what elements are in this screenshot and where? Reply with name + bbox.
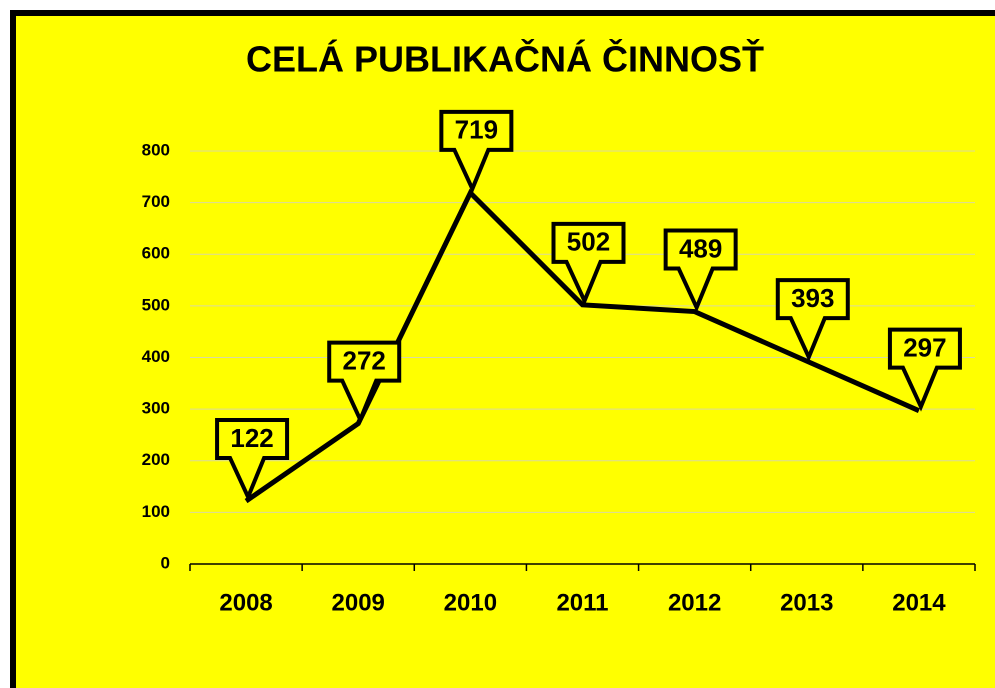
data-callout <box>663 228 738 313</box>
x-tick-label: 2008 <box>219 589 272 616</box>
data-label: 122 <box>230 423 273 453</box>
y-tick-label: 0 <box>161 553 170 572</box>
y-tick-label: 700 <box>142 192 170 211</box>
data-label: 502 <box>567 227 610 257</box>
data-label: 297 <box>903 333 946 363</box>
x-tick-label: 2012 <box>668 589 721 616</box>
data-callout <box>327 340 402 425</box>
x-tick-label: 2014 <box>892 589 946 616</box>
x-tick-label: 2009 <box>332 589 385 616</box>
chart-title: CELÁ PUBLIKAČNÁ ČINNOSŤ <box>246 38 764 80</box>
data-callout <box>775 278 850 363</box>
data-label: 719 <box>455 115 498 145</box>
y-tick-label: 100 <box>142 502 170 521</box>
data-label: 489 <box>679 233 722 263</box>
x-tick-label: 2013 <box>780 589 833 616</box>
x-tick-label: 2011 <box>556 589 608 616</box>
y-tick-label: 800 <box>142 140 170 159</box>
data-label: 272 <box>343 345 386 375</box>
y-tick-label: 400 <box>142 347 170 366</box>
y-tick-label: 200 <box>142 450 170 469</box>
line <box>244 188 920 504</box>
y-tick-label: 500 <box>142 295 170 314</box>
data-callout <box>215 418 290 503</box>
x-tick-label: 2010 <box>444 589 497 616</box>
y-tick-label: 300 <box>142 399 170 418</box>
data-callout <box>439 109 514 194</box>
y-tick-label: 600 <box>142 244 170 263</box>
data-label: 393 <box>791 283 834 313</box>
data-callout <box>887 327 962 412</box>
data-callout <box>551 221 626 306</box>
